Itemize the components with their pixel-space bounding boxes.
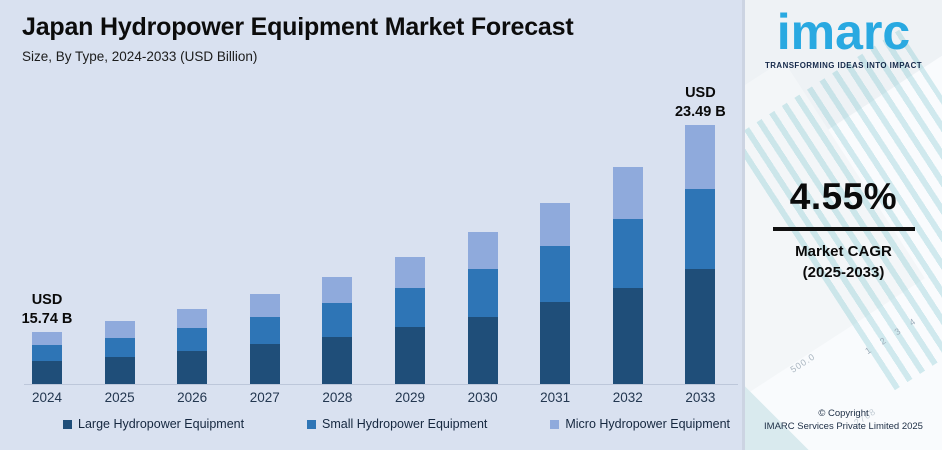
chart-title: Japan Hydropower Equipment Market Foreca… bbox=[22, 13, 574, 41]
x-axis-tick-2033: 2033 bbox=[685, 390, 716, 405]
bar-segment-2024 bbox=[32, 345, 62, 361]
legend-item: Large Hydropower Equipment bbox=[63, 417, 244, 431]
bar-segment-2028 bbox=[322, 337, 353, 384]
bar-segment-2027 bbox=[249, 317, 280, 344]
legend-swatch-icon bbox=[307, 419, 317, 429]
chart-legend: Large Hydropower Equipment Small Hydropow… bbox=[63, 417, 730, 431]
x-axis-line bbox=[24, 384, 738, 385]
bar-stack-2032 bbox=[612, 167, 643, 384]
cagr-underline bbox=[772, 227, 915, 231]
bar-segment-2033 bbox=[685, 269, 716, 384]
bar-segment-2024 bbox=[32, 332, 62, 345]
x-axis-tick-2030: 2030 bbox=[467, 390, 498, 405]
legend-label: Large Hydropower Equipment bbox=[78, 417, 245, 431]
bar-stack-2027 bbox=[249, 294, 280, 384]
x-axis-tick-2032: 2032 bbox=[612, 390, 643, 405]
imarc-logo-wordmark: imarc bbox=[776, 4, 911, 60]
value-label-2024: USD 15.74 B bbox=[2, 291, 92, 328]
bar-segment-2029 bbox=[395, 288, 425, 327]
value-label-line: 15.74 B bbox=[21, 310, 73, 327]
bar-segment-2030 bbox=[467, 317, 498, 384]
legend-swatch-icon bbox=[550, 419, 560, 429]
bar-stack-2026 bbox=[177, 309, 208, 384]
bar-segment-2030 bbox=[467, 269, 498, 317]
bar-segment-2032 bbox=[612, 219, 643, 288]
bar-segment-2030 bbox=[467, 232, 498, 269]
bar-stack-2031 bbox=[540, 203, 571, 384]
x-axis-tick-2029: 2029 bbox=[394, 390, 426, 405]
plot-area: 2024 2025 2026 2027 2028 2029 2030 2031 2032 2033… bbox=[2, 84, 742, 405]
value-label-line: USD bbox=[31, 292, 63, 308]
copyright-line2: IMARC Services Private Limited 2025 bbox=[764, 421, 923, 432]
cagr-label-line2: (2025-2033) bbox=[802, 264, 885, 281]
legend-swatch-icon bbox=[63, 419, 72, 429]
bar-segment-2025 bbox=[104, 321, 135, 338]
legend-item: Small Hydropower Equipment bbox=[307, 417, 487, 431]
imarc-logo-tagline: TRANSFORMING IDEAS INTO IMPACT bbox=[765, 61, 922, 70]
bar-segment-2029 bbox=[395, 327, 425, 384]
bar-segment-2031 bbox=[540, 203, 571, 246]
value-label-line: USD bbox=[685, 85, 716, 101]
x-axis-tick-2026: 2026 bbox=[177, 390, 208, 405]
bar-stack-2028 bbox=[322, 277, 353, 384]
cagr-block: 4.55% Market CAGR (2025-2033) bbox=[745, 176, 942, 283]
brand-sidebar: 1 2 3 4 500.0 2768 imarc TRANSFORMING ID… bbox=[742, 0, 942, 450]
x-axis-tick-2027: 2027 bbox=[249, 390, 280, 405]
bar-segment-2029 bbox=[395, 257, 425, 288]
bar-stack-2024 bbox=[32, 332, 62, 384]
bar-segment-2032 bbox=[612, 288, 643, 384]
legend-label: Small Hydropower Equipment bbox=[322, 417, 488, 431]
x-axis-tick-2025: 2025 bbox=[104, 390, 135, 405]
value-label-2033: USD 23.49 B bbox=[655, 84, 742, 121]
bar-segment-2032 bbox=[612, 167, 643, 219]
bar-segment-2025 bbox=[104, 357, 135, 384]
copyright-line1: © Copyright bbox=[818, 408, 869, 419]
chart-header: Japan Hydropower Equipment Market Foreca… bbox=[22, 13, 574, 64]
bar-stack-2029 bbox=[395, 257, 425, 384]
chart-subtitle: Size, By Type, 2024-2033 (USD Billion) bbox=[22, 49, 258, 64]
bar-stack-2033 bbox=[685, 125, 716, 384]
bar-segment-2033 bbox=[685, 125, 716, 189]
imarc-logo: imarc TRANSFORMING IDEAS INTO IMPACT bbox=[745, 4, 942, 70]
x-axis-tick-2028: 2028 bbox=[322, 390, 353, 405]
bar-segment-2031 bbox=[540, 302, 571, 384]
watermark-number: 500.0 bbox=[788, 351, 818, 375]
cagr-label-line1: Market CAGR bbox=[795, 243, 892, 260]
bar-segment-2033 bbox=[685, 189, 716, 269]
legend-item: Micro Hydropower Equipment bbox=[550, 417, 730, 431]
bar-stack-2025 bbox=[104, 321, 135, 384]
chart-panel: Japan Hydropower Equipment Market Foreca… bbox=[0, 0, 742, 450]
bar-segment-2025 bbox=[104, 338, 135, 357]
bar-segment-2024 bbox=[32, 361, 62, 384]
x-axis-tick-2024: 2024 bbox=[31, 390, 63, 405]
bar-segment-2026 bbox=[177, 328, 208, 351]
bar-segment-2026 bbox=[177, 309, 208, 328]
bar-segment-2027 bbox=[249, 344, 280, 384]
copyright-block: © Copyright IMARC Services Private Limit… bbox=[745, 407, 942, 433]
legend-label: Micro Hydropower Equipment bbox=[565, 417, 730, 431]
bar-segment-2027 bbox=[249, 294, 280, 317]
bar-stack-2030 bbox=[467, 232, 498, 384]
bar-segment-2031 bbox=[540, 246, 571, 302]
watermark-axis-numbers: 1 2 3 4 bbox=[863, 313, 922, 357]
bar-segment-2028 bbox=[322, 303, 353, 337]
bar-segment-2026 bbox=[177, 351, 208, 384]
x-axis-tick-2031: 2031 bbox=[540, 390, 571, 405]
bar-segment-2028 bbox=[322, 277, 353, 303]
value-label-line: 23.49 B bbox=[674, 103, 726, 120]
cagr-value: 4.55% bbox=[789, 176, 898, 217]
